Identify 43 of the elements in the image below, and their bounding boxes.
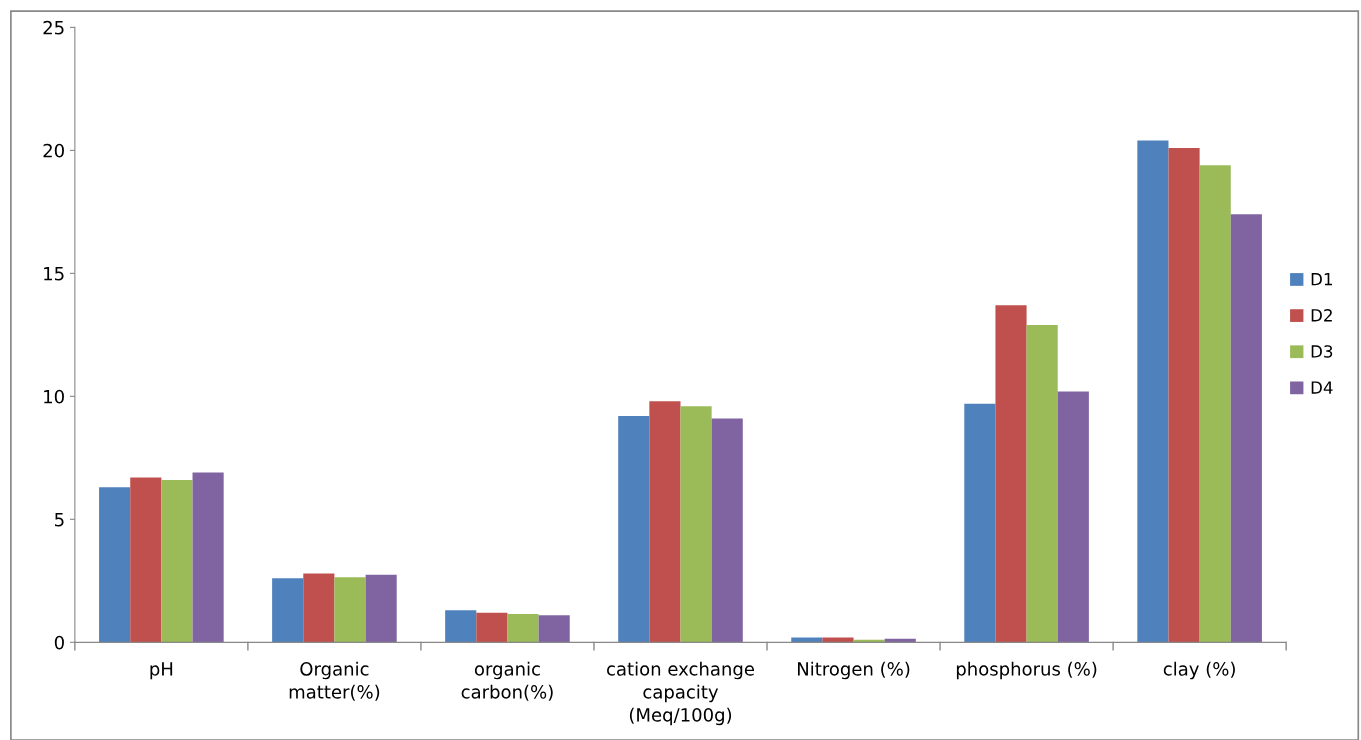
legend-label: D3	[1311, 345, 1333, 358]
bar	[1137, 140, 1169, 643]
y-tick-label: 0	[54, 635, 64, 650]
bar	[1026, 325, 1058, 643]
bar	[1057, 391, 1089, 643]
bar	[1199, 165, 1231, 643]
bar	[507, 614, 539, 643]
bar	[476, 612, 508, 643]
bar	[99, 487, 131, 643]
bar	[445, 610, 477, 643]
legend-label: D2	[1311, 309, 1332, 322]
x-tick-label: cation exchange capacity (Meq/100g)	[607, 661, 754, 726]
bar	[334, 577, 366, 643]
y-tick-label: 5	[55, 513, 64, 527]
bar	[538, 615, 570, 643]
legend-label: D4	[1311, 381, 1333, 394]
bar	[791, 637, 823, 643]
bar	[161, 479, 193, 643]
x-tick-label: Nitrogen (%)	[797, 661, 910, 680]
bar	[649, 401, 681, 643]
y-tick-label: 25	[43, 20, 64, 35]
y-tick-label: 20	[43, 143, 64, 158]
bar	[1168, 147, 1200, 643]
bar	[192, 472, 224, 643]
bar	[303, 573, 335, 643]
bar	[711, 418, 743, 643]
y-tick-label: 15	[44, 267, 64, 281]
bar	[680, 406, 712, 643]
bar	[1230, 214, 1262, 643]
bar	[964, 403, 996, 643]
bar	[272, 578, 304, 643]
bar	[130, 477, 162, 643]
x-tick-label: Organic matter(%)	[289, 661, 380, 701]
x-tick-label: organic carbon(%)	[461, 661, 553, 701]
bar	[995, 305, 1027, 643]
legend-label: D1	[1311, 273, 1332, 286]
y-tick-label: 10	[44, 389, 64, 404]
bar	[618, 416, 650, 643]
bar	[822, 637, 854, 643]
bar	[365, 574, 397, 643]
x-tick-label: phosphorus (%)	[956, 661, 1097, 680]
x-tick-label: clay (%)	[1163, 661, 1235, 680]
x-tick-label: pH	[150, 662, 173, 680]
